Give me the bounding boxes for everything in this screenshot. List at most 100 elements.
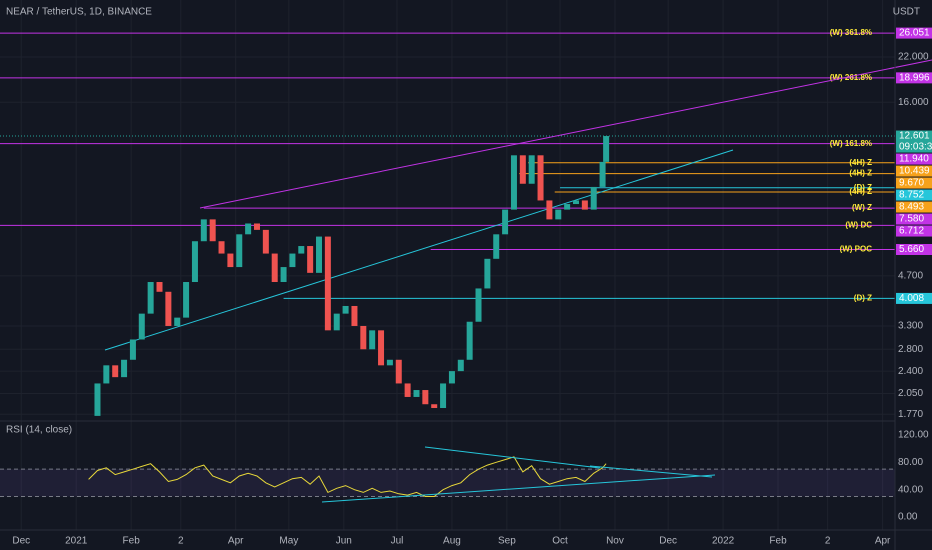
axes: Dec 2021 Feb 2 Apr May Jun Jul Aug Sep Oct Nov Dec 20…	[12, 52, 929, 547]
y-tick-label: 4.700	[898, 270, 923, 281]
candle-body	[448, 371, 455, 384]
y-tick-label: 16.000	[898, 97, 929, 108]
level-tag: (4H) Z	[849, 169, 872, 178]
candle-body	[369, 330, 376, 350]
candle-body	[236, 234, 243, 268]
price-label-box	[896, 292, 932, 304]
candle-body	[316, 236, 323, 273]
candle-body	[546, 200, 553, 220]
level-tag: (W) 361.8%	[830, 28, 872, 37]
x-tick-label: May	[279, 536, 298, 547]
candle-body	[395, 359, 402, 384]
x-tick-label: Oct	[552, 536, 568, 547]
rsi-tick-label: 40.00	[898, 484, 923, 495]
price-label-box	[896, 177, 932, 189]
price-labels: 26.051 18.996 12.60109:03:3611.94010.4399.…	[896, 27, 932, 304]
candle-body	[440, 383, 447, 409]
candle-body	[360, 325, 367, 350]
price-label-box	[896, 243, 932, 255]
candle-body	[603, 136, 610, 162]
candle-body	[209, 219, 216, 242]
candle-body	[218, 241, 225, 254]
level-tag: (D) Z	[854, 294, 872, 303]
x-tick-label: 2022	[712, 536, 735, 547]
rsi-tick-label: 0.00	[898, 512, 918, 523]
price-label-box	[896, 27, 932, 39]
level-tag: (4H) Z	[849, 187, 872, 196]
candle-body	[413, 390, 420, 397]
candle-body	[528, 155, 535, 184]
level-tag: (W) Z	[852, 203, 872, 212]
x-tick-label: Apr	[875, 536, 891, 547]
x-tick-label: Nov	[606, 536, 624, 547]
candle-body	[422, 390, 429, 405]
grid	[0, 0, 895, 530]
level-tag: (4H) Z	[849, 158, 872, 167]
rsi-pane	[0, 456, 895, 498]
x-tick-label: Jun	[336, 536, 352, 547]
candle-body	[112, 365, 119, 378]
candles	[94, 136, 610, 416]
candle-body	[183, 282, 190, 318]
price-label: 18.996	[899, 72, 930, 83]
level-tag: (W) POC	[840, 245, 873, 254]
candle-body	[457, 359, 464, 372]
candle-body	[307, 246, 314, 273]
price-label: 10.439	[899, 166, 930, 177]
x-tick-label: Feb	[123, 536, 141, 547]
candle-body	[555, 209, 562, 220]
candle-body	[129, 339, 136, 360]
candle-body	[351, 305, 358, 326]
price-label-box	[896, 225, 932, 237]
rsi-tick-label: 120.00	[898, 430, 929, 441]
rsi-trend-line	[321, 474, 716, 503]
candle-body	[493, 234, 500, 259]
trend-line	[199, 59, 932, 209]
trend-line	[104, 149, 734, 351]
rsi-tick-label: 80.00	[898, 457, 923, 468]
x-tick-label: Sep	[498, 536, 516, 547]
candle-body	[138, 313, 145, 340]
x-tick-label: 2	[825, 536, 831, 547]
candle-body	[519, 155, 526, 184]
chart-title: NEAR / TetherUS, 1D, BINANCE	[6, 7, 152, 18]
price-label-box	[896, 72, 932, 84]
price-label: 26.051	[899, 28, 930, 39]
price-label: 6.712	[899, 226, 924, 237]
price-label: 4.008	[899, 293, 924, 304]
candle-body	[386, 359, 393, 366]
candle-body	[165, 291, 172, 326]
x-tick-label: 2	[178, 536, 184, 547]
candle-body	[590, 186, 597, 210]
x-tick-label: Jul	[391, 536, 404, 547]
x-tick-label: Feb	[769, 536, 787, 547]
candle-body	[103, 365, 110, 384]
x-tick-label: Dec	[659, 536, 677, 547]
price-label-box	[896, 165, 932, 177]
level-tag: (D) Z	[854, 183, 872, 192]
level-tag: (W) 261.8%	[830, 73, 872, 82]
candle-body	[564, 204, 571, 210]
rsi-trend-line	[424, 446, 601, 469]
x-tick-label: Apr	[228, 536, 244, 547]
candle-body	[333, 313, 340, 331]
candle-body	[227, 253, 234, 268]
candle-body	[280, 267, 287, 283]
price-label-box	[896, 189, 932, 201]
price-label-box	[896, 130, 932, 153]
candle-body	[475, 288, 482, 322]
candle-body	[502, 209, 509, 235]
countdown-label: 09:03:36	[899, 142, 932, 153]
rsi-trend-line	[589, 465, 713, 478]
price-label-box	[896, 213, 932, 225]
y-tick-label: 1.770	[898, 409, 923, 420]
x-tick-label: Dec	[12, 536, 30, 547]
price-label-box	[896, 153, 932, 165]
candle-body	[431, 404, 438, 409]
y-tick-label: 22.000	[898, 52, 929, 63]
candle-body	[466, 321, 473, 360]
candle-body	[484, 258, 491, 289]
price-label-box	[896, 201, 932, 213]
candle-body	[599, 161, 606, 187]
